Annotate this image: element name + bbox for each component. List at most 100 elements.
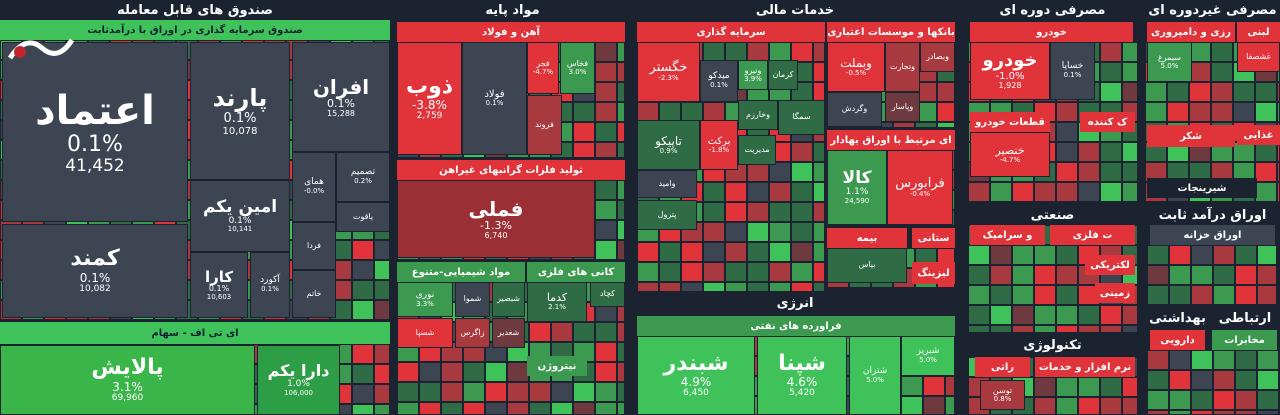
filler-tile [1056,162,1078,182]
filler-tile [507,402,529,415]
stock-name: وامید [658,178,676,188]
stock-tile: پالایش 3.1% 69,960 [0,345,255,415]
stock-tile: فردا [292,222,336,270]
stock-name: تصمیم [350,167,376,178]
stock-name: پترول [657,209,677,219]
filler-tile [813,162,825,182]
filler-tile [703,202,725,222]
filler-tile [945,396,955,415]
filler-tile [485,362,507,382]
filler-tile [1257,285,1277,305]
filler-tile [352,280,374,300]
filler-tile [1235,410,1257,415]
filler-tile [703,102,725,122]
stock-tile: کچاد [590,282,625,307]
filler-tile [352,404,374,415]
stock-change: -1.0% [995,71,1025,82]
stock-name: شموا [463,294,482,304]
stock-change: -3.8% [412,98,447,113]
filler-tile [703,182,725,202]
filler-tile [968,265,990,285]
stock-volume: 106,000 [284,388,313,397]
filler-tile [813,142,825,162]
filler-tile [1034,182,1056,202]
filler-tile [968,245,990,265]
stock-change: 0.1% [327,96,355,110]
filler-tile [595,322,617,342]
filler-tile [573,122,595,142]
filler-tile [1078,182,1100,202]
filler-tile [703,42,725,62]
filler-tile [0,320,22,322]
stock-tile: شپنا 4.6% 5,420 [757,336,847,415]
group-title: تولید فلزات گرانبهای غیراهن [397,160,625,180]
filler-tile [374,364,390,384]
filler-tile [397,402,419,415]
filler-tile [1100,162,1122,182]
filler-tile [813,202,825,222]
stock-volume: 10,141 [227,225,253,234]
filler-tile [1191,390,1213,410]
stock-name: کدما [546,291,568,305]
filler-tile [725,262,747,282]
filler-tile [1147,410,1169,415]
filler-tile [901,376,923,396]
filler-tile [1100,305,1122,325]
filler-tile [595,240,617,260]
filler-tile [1257,410,1279,415]
stock-change: 0.9% [659,146,678,155]
group-title: لبنی [1237,22,1280,42]
filler-tile [529,322,551,342]
stock-name: یاقوت [352,211,374,221]
filler-tile [1189,62,1211,82]
filler-tile [595,220,617,240]
filler-tile [1255,102,1277,122]
filler-tile [1169,370,1191,390]
filler-tile [419,402,441,415]
stock-name: خاتم [306,288,322,298]
stock-volume: 6,740 [484,230,508,240]
filler-tile [154,320,176,322]
filler-tile [747,162,769,182]
filler-tile [617,342,625,362]
filler-tile [1012,182,1034,202]
filler-tile [1235,245,1257,265]
filler-tile [441,382,463,402]
filler-tile [1122,62,1138,82]
group-title: خودرو [970,22,1133,42]
filler-tile [374,384,390,404]
filler-tile [659,262,681,282]
filler-tile [659,282,681,292]
filler-tile [1169,265,1191,285]
stock-change: -0.4% [909,189,931,198]
stock-tile: پارند 0.1% 10,078 [190,42,290,180]
filler-tile [1034,285,1056,305]
filler-tile [769,42,791,62]
group-title: شکر [1147,125,1235,147]
stock-name: فملی [468,196,524,221]
stock-volume: 69,960 [111,392,144,403]
filler-tile [1100,377,1122,397]
stock-tile: مدیریت [738,135,776,165]
stock-name: کارا [204,267,234,286]
filler-tile [1056,122,1078,142]
filler-tile [1078,305,1100,325]
filler-tile [1189,82,1211,102]
filler-tile [463,382,485,402]
filler-tile [1100,325,1122,333]
stock-tile: فخاس 3.0% [560,42,595,94]
stock-name: فرابورس [895,175,945,191]
filler-tile [352,320,374,322]
filler-tile [1169,390,1191,410]
filler-tile [1078,325,1100,333]
logo [7,38,75,60]
filler-tile [1122,325,1138,333]
stock-name: کچاد [600,289,615,299]
filler-tile [659,102,681,122]
filler-tile [791,282,813,292]
filler-tile [595,102,617,122]
stock-tile: یاقوت [336,202,390,232]
sector-title: مواد پایه [395,0,630,20]
group-title: ت فلزی [1050,225,1135,245]
